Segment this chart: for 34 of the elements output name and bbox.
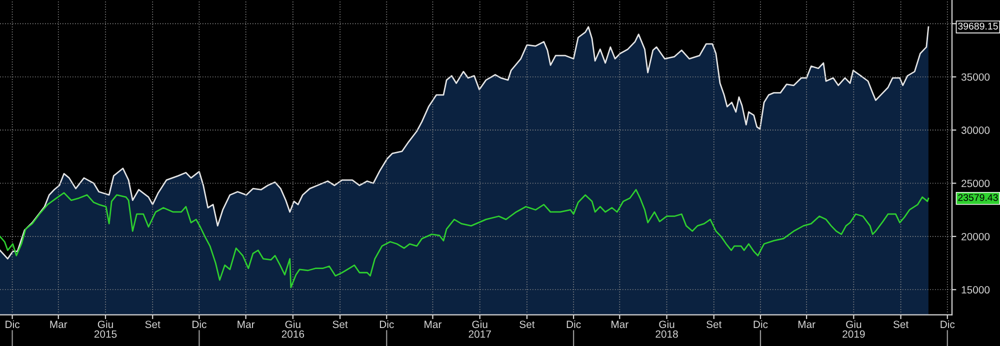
y-tick-label: 25000: [962, 180, 990, 188]
x-tick-label: Dic: [940, 320, 955, 328]
y-tick-label: 30000: [961, 126, 990, 134]
x-tick-label: Giu: [285, 320, 300, 328]
x-tick-label: Dic: [6, 320, 20, 328]
y-tick-label: 15000: [962, 286, 990, 294]
x-tick-label: Mar: [612, 320, 628, 328]
x-tick-label: Mar: [798, 320, 816, 328]
y-tick-label: 20000: [962, 232, 990, 240]
x-tick-label: Dic: [754, 320, 768, 328]
x-tick-label: Set: [145, 320, 160, 328]
x-tick-label: Dic: [380, 320, 394, 328]
x2-tick-label: 2015: [94, 330, 117, 338]
x-tick-label: Dic: [566, 320, 581, 328]
x2-tick-label: 2017: [468, 330, 491, 338]
text: 39689.15: [958, 22, 998, 30]
x-tick-label: Mar: [424, 320, 442, 328]
x-tick-label: Set: [332, 320, 348, 328]
line-series: [0, 188, 930, 288]
y-tick-label: 35000: [961, 73, 990, 81]
x-tick-label: Giu: [472, 320, 488, 328]
x-tick-label: Mar: [238, 320, 255, 328]
x-tick-label: Set: [706, 320, 722, 328]
x2-tick-label: 2016: [282, 330, 304, 338]
x-tick-label: Dic: [192, 320, 206, 328]
x-tick-label: Set: [893, 320, 909, 328]
x-tick-label: Giu: [98, 320, 113, 328]
x2-tick-label: 2019: [842, 330, 865, 338]
text: 23579.43: [958, 194, 998, 201]
x2-tick-label: 2018: [656, 330, 678, 338]
x-tick-label: Giu: [846, 320, 862, 328]
x-tick-label: Mar: [50, 320, 68, 328]
x-tick-label: Giu: [659, 320, 674, 328]
x-tick-label: Set: [520, 320, 535, 328]
